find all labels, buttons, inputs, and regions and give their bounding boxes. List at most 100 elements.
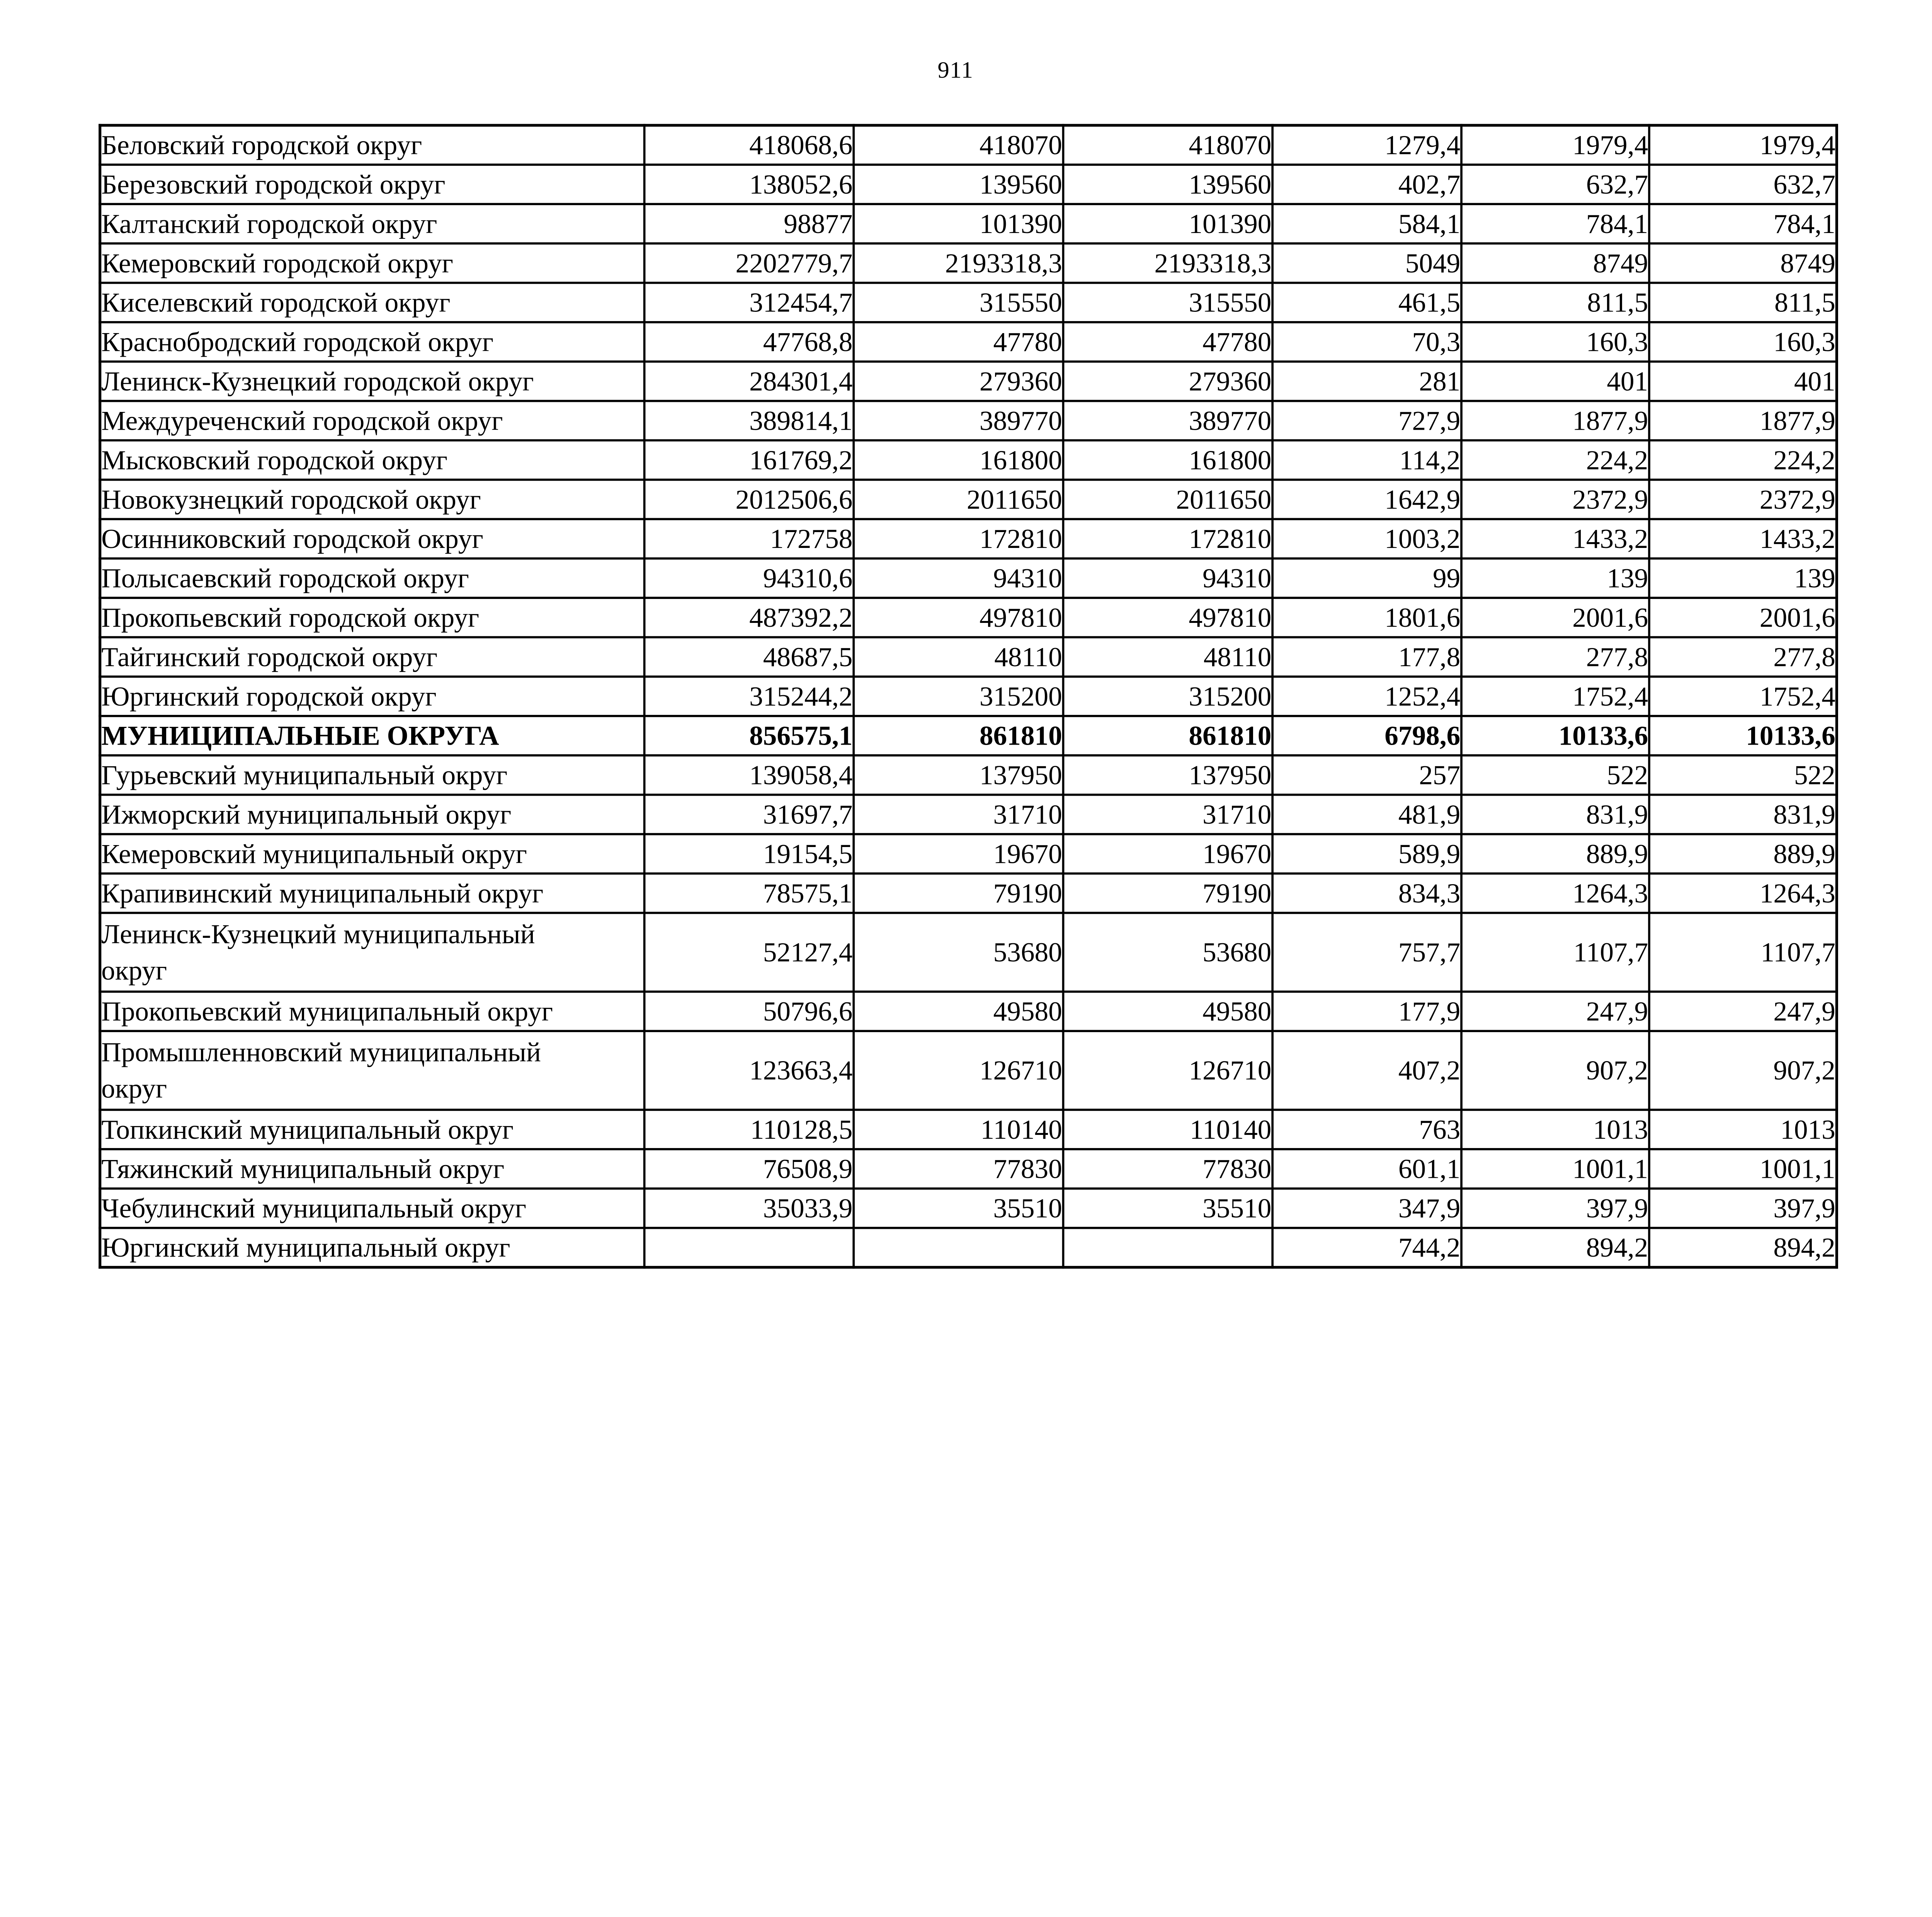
- value-cell: 224,2: [1460, 439, 1650, 481]
- value-cell: 856575,1: [643, 715, 855, 757]
- value-cell: 257: [1271, 754, 1463, 796]
- value-cell: 224,2: [1648, 439, 1838, 481]
- table-row: Краснобродский городской округ 47768,8 477…: [99, 321, 1838, 363]
- value-cell: 2372,9: [1648, 478, 1838, 520]
- table-row: Мысковский городской округ 161769,2 161800…: [99, 439, 1838, 481]
- value-cell: 70,3: [1271, 321, 1463, 363]
- district-name-cell: Прокопьевский муниципальный округ: [99, 990, 646, 1032]
- table-row: Прокопьевский городской округ 487392,2 497…: [99, 597, 1838, 638]
- value-cell: 589,9: [1271, 833, 1463, 875]
- district-name-cell: Тяжинский муниципальный округ: [99, 1148, 646, 1190]
- value-cell: 8749: [1648, 242, 1838, 284]
- value-cell: 161769,2: [643, 439, 855, 481]
- value-cell: 784,1: [1460, 203, 1650, 245]
- table-row: Ижморский муниципальный округ 31697,7 3171…: [99, 793, 1838, 835]
- value-cell: 861810: [1062, 715, 1274, 757]
- value-cell: 834,3: [1271, 872, 1463, 914]
- value-cell: 894,2: [1648, 1226, 1838, 1269]
- value-cell: 79190: [1062, 872, 1274, 914]
- value-cell: 315550: [1062, 282, 1274, 323]
- value-cell: 2193318,3: [1062, 242, 1274, 284]
- value-cell: 78575,1: [643, 872, 855, 914]
- value-cell: 418070: [852, 124, 1065, 166]
- value-cell: 6798,6: [1271, 715, 1463, 757]
- value-cell: 77830: [1062, 1148, 1274, 1190]
- value-cell: 907,2: [1460, 1030, 1650, 1111]
- value-cell: 161800: [1062, 439, 1274, 481]
- value-cell: 461,5: [1271, 282, 1463, 323]
- value-cell: 94310: [1062, 557, 1274, 599]
- value-cell: 1001,1: [1648, 1148, 1838, 1190]
- value-cell: 279360: [1062, 360, 1274, 402]
- value-cell: 418068,6: [643, 124, 855, 166]
- district-name-cell: Топкинский муниципальный округ: [99, 1109, 646, 1150]
- district-name-cell: Ленинск-Кузнецкий городской округ: [99, 360, 646, 402]
- value-cell: 907,2: [1648, 1030, 1838, 1111]
- value-cell: 172810: [852, 518, 1065, 560]
- value-cell: 315244,2: [643, 675, 855, 717]
- value-cell: 2193318,3: [852, 242, 1065, 284]
- value-cell: 101390: [1062, 203, 1274, 245]
- value-cell: 2001,6: [1460, 597, 1650, 638]
- value-cell: 160,3: [1460, 321, 1650, 363]
- value-cell: 247,9: [1460, 990, 1650, 1032]
- value-cell: 889,9: [1460, 833, 1650, 875]
- value-cell: 161800: [852, 439, 1065, 481]
- value-cell: 497810: [852, 597, 1065, 638]
- value-cell: 1979,4: [1648, 124, 1838, 166]
- value-cell: [1062, 1226, 1274, 1269]
- value-cell: 315550: [852, 282, 1065, 323]
- value-cell: 811,5: [1648, 282, 1838, 323]
- value-cell: 1433,2: [1648, 518, 1838, 560]
- value-cell: 1433,2: [1460, 518, 1650, 560]
- value-cell: 2011650: [1062, 478, 1274, 520]
- value-cell: 601,1: [1271, 1148, 1463, 1190]
- district-name-cell: Крапивинский муниципальный округ: [99, 872, 646, 914]
- table-row: Крапивинский муниципальный округ 78575,1 7…: [99, 872, 1838, 914]
- value-cell: 110128,5: [643, 1109, 855, 1150]
- district-name-cell: Мысковский городской округ: [99, 439, 646, 481]
- value-cell: 98877: [643, 203, 855, 245]
- value-cell: 347,9: [1271, 1187, 1463, 1229]
- value-cell: 53680: [852, 912, 1065, 993]
- value-cell: 94310: [852, 557, 1065, 599]
- value-cell: 110140: [852, 1109, 1065, 1150]
- table-row: Междуреченский городской округ 389814,1 38…: [99, 400, 1838, 442]
- value-cell: 584,1: [1271, 203, 1463, 245]
- value-cell: 2202779,7: [643, 242, 855, 284]
- value-cell: 1107,7: [1460, 912, 1650, 993]
- table-row: Гурьевский муниципальный округ 139058,4 13…: [99, 754, 1838, 796]
- district-name-cell: Юргинский муниципальный округ: [99, 1226, 646, 1269]
- value-cell: 139560: [1062, 163, 1274, 205]
- value-cell: 522: [1648, 754, 1838, 796]
- value-cell: 402,7: [1271, 163, 1463, 205]
- table-row: Кемеровский городской округ 2202779,7 2193…: [99, 242, 1838, 284]
- value-cell: 10133,6: [1648, 715, 1838, 757]
- value-cell: 1001,1: [1460, 1148, 1650, 1190]
- page-number: 911: [937, 57, 974, 83]
- value-cell: 48110: [852, 636, 1065, 678]
- value-cell: 1642,9: [1271, 478, 1463, 520]
- district-name-cell: Гурьевский муниципальный округ: [99, 754, 646, 796]
- value-cell: 31710: [852, 793, 1065, 835]
- value-cell: 1979,4: [1460, 124, 1650, 166]
- value-cell: 279360: [852, 360, 1065, 402]
- value-cell: 31697,7: [643, 793, 855, 835]
- value-cell: 861810: [852, 715, 1065, 757]
- value-cell: 77830: [852, 1148, 1065, 1190]
- district-name-cell: Калтанский городской округ: [99, 203, 646, 245]
- value-cell: 19154,5: [643, 833, 855, 875]
- value-cell: 1752,4: [1648, 675, 1838, 717]
- district-name-cell: МУНИЦИПАЛЬНЫЕ ОКРУГА: [99, 715, 646, 757]
- value-cell: 389770: [1062, 400, 1274, 442]
- table-row: Чебулинский муниципальный округ 35033,9 35…: [99, 1187, 1838, 1229]
- value-cell: 1752,4: [1460, 675, 1650, 717]
- value-cell: 139: [1460, 557, 1650, 599]
- district-name-cell: Ленинск-Кузнецкий муниципальный округ: [99, 912, 646, 993]
- value-cell: 48110: [1062, 636, 1274, 678]
- value-cell: 137950: [1062, 754, 1274, 796]
- value-cell: 315200: [852, 675, 1065, 717]
- table-row: Прокопьевский муниципальный округ 50796,6…: [99, 990, 1838, 1032]
- value-cell: 48687,5: [643, 636, 855, 678]
- district-name-cell: Киселевский городской округ: [99, 282, 646, 323]
